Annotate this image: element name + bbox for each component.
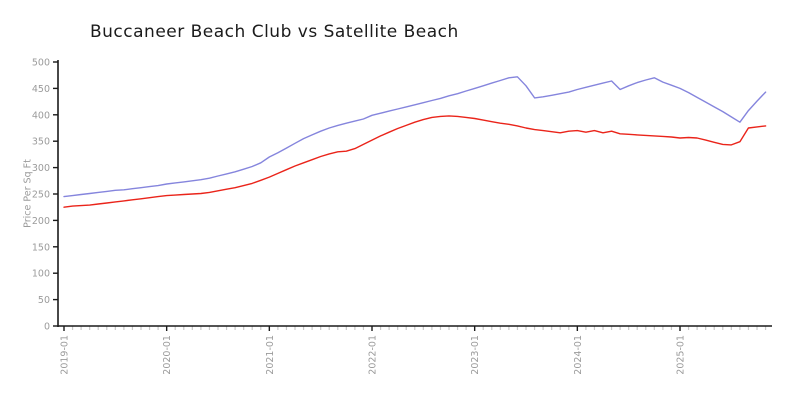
y-tick-label: 250 [32,190,50,201]
x-tick-label: 2022-01 [368,335,379,375]
x-tick-label: 2021-01 [265,335,276,375]
y-tick-label: 450 [32,84,50,95]
y-tick-label: 500 [32,58,50,69]
y-tick-label: 200 [32,216,50,227]
x-tick-label: 2019-01 [60,335,71,375]
y-tick-label: 0 [44,322,50,333]
x-tick-label: 2024-01 [573,335,584,375]
y-axis-label: Price Per Sq Ft [22,159,34,228]
x-tick-label: 2025-01 [676,335,687,375]
y-tick-label: 300 [32,163,50,174]
y-tick-label: 350 [32,137,50,148]
series-red-line [63,115,767,208]
x-tick-label: 2020-01 [162,335,173,375]
series-blue-line [63,76,767,198]
y-tick-label: 400 [32,110,50,121]
chart-title: Buccaneer Beach Club vs Satellite Beach [90,22,459,42]
x-tick-label: 2023-01 [470,335,481,375]
y-tick-label: 150 [32,242,50,253]
y-tick-label: 100 [32,269,50,280]
y-tick-label: 50 [38,295,50,306]
